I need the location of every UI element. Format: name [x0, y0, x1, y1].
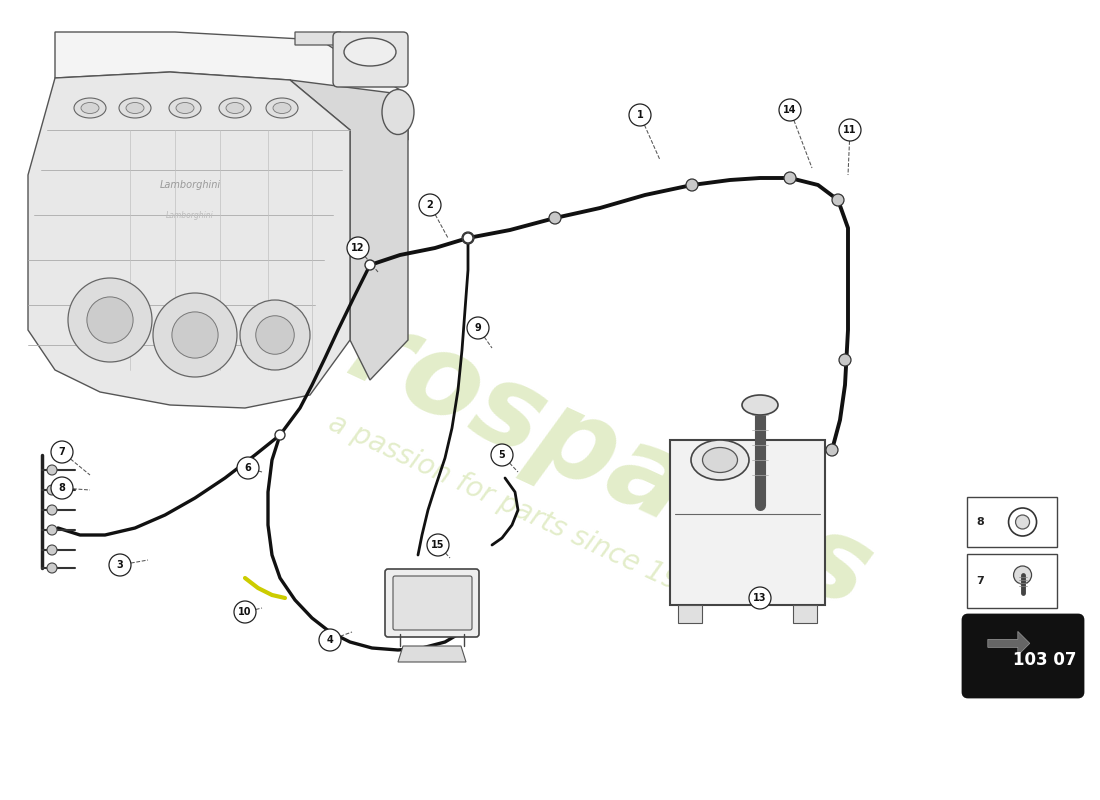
Polygon shape: [55, 32, 408, 140]
Text: 12: 12: [351, 243, 365, 253]
Ellipse shape: [81, 102, 99, 114]
Circle shape: [629, 104, 651, 126]
Circle shape: [468, 317, 490, 339]
FancyBboxPatch shape: [962, 615, 1084, 697]
Circle shape: [109, 554, 131, 576]
Ellipse shape: [74, 98, 106, 118]
Circle shape: [47, 545, 57, 555]
FancyBboxPatch shape: [967, 554, 1057, 608]
Circle shape: [47, 525, 57, 535]
Ellipse shape: [703, 447, 737, 473]
Polygon shape: [290, 80, 408, 380]
Circle shape: [779, 99, 801, 121]
Circle shape: [255, 316, 295, 354]
Circle shape: [462, 232, 474, 244]
FancyBboxPatch shape: [393, 576, 472, 630]
Polygon shape: [295, 32, 395, 75]
Circle shape: [47, 563, 57, 573]
Text: 11: 11: [844, 125, 857, 135]
Polygon shape: [398, 646, 466, 662]
Circle shape: [1015, 515, 1030, 529]
Text: Lamborghini: Lamborghini: [166, 210, 213, 219]
Circle shape: [839, 354, 851, 366]
Circle shape: [832, 194, 844, 206]
Circle shape: [749, 587, 771, 609]
Ellipse shape: [176, 102, 194, 114]
Ellipse shape: [742, 395, 778, 415]
Ellipse shape: [226, 102, 244, 114]
Text: 1: 1: [637, 110, 644, 120]
Circle shape: [47, 465, 57, 475]
Text: 15: 15: [431, 540, 444, 550]
Text: 4: 4: [327, 635, 333, 645]
Circle shape: [549, 212, 561, 224]
FancyBboxPatch shape: [967, 497, 1057, 547]
Ellipse shape: [266, 98, 298, 118]
Circle shape: [346, 237, 368, 259]
Circle shape: [839, 119, 861, 141]
Ellipse shape: [344, 38, 396, 66]
Ellipse shape: [273, 102, 292, 114]
Circle shape: [491, 444, 513, 466]
Circle shape: [427, 534, 449, 556]
Ellipse shape: [382, 90, 414, 134]
Text: 14: 14: [783, 105, 796, 115]
Circle shape: [47, 505, 57, 515]
Ellipse shape: [119, 98, 151, 118]
FancyBboxPatch shape: [385, 569, 478, 637]
FancyBboxPatch shape: [670, 440, 825, 605]
Ellipse shape: [126, 102, 144, 114]
Text: 7: 7: [58, 447, 65, 457]
Text: eurospares: eurospares: [190, 227, 890, 633]
Circle shape: [234, 601, 256, 623]
FancyBboxPatch shape: [678, 605, 702, 623]
Text: 3: 3: [117, 560, 123, 570]
Text: 10: 10: [239, 607, 252, 617]
Circle shape: [1009, 508, 1036, 536]
FancyBboxPatch shape: [793, 605, 817, 623]
Circle shape: [51, 441, 73, 463]
Ellipse shape: [691, 440, 749, 480]
Circle shape: [68, 278, 152, 362]
Circle shape: [319, 629, 341, 651]
Circle shape: [365, 260, 375, 270]
Circle shape: [784, 172, 796, 184]
Circle shape: [1013, 566, 1032, 584]
Text: 9: 9: [474, 323, 482, 333]
Circle shape: [236, 457, 258, 479]
Text: 6: 6: [244, 463, 252, 473]
Circle shape: [275, 430, 285, 440]
Text: 2: 2: [427, 200, 433, 210]
Ellipse shape: [219, 98, 251, 118]
FancyBboxPatch shape: [333, 32, 408, 87]
Circle shape: [826, 444, 838, 456]
Circle shape: [153, 293, 236, 377]
Polygon shape: [988, 631, 1030, 655]
Text: a passion for parts since 1985: a passion for parts since 1985: [323, 409, 716, 611]
Circle shape: [172, 312, 218, 358]
Circle shape: [47, 485, 57, 495]
Circle shape: [87, 297, 133, 343]
Text: Lamborghini: Lamborghini: [160, 180, 221, 190]
Circle shape: [240, 300, 310, 370]
Text: 13: 13: [754, 593, 767, 603]
Text: 5: 5: [498, 450, 505, 460]
Text: 8: 8: [58, 483, 65, 493]
Text: 8: 8: [976, 517, 983, 527]
Text: 103 07: 103 07: [1013, 650, 1077, 669]
Circle shape: [686, 179, 698, 191]
Circle shape: [419, 194, 441, 216]
Polygon shape: [28, 72, 350, 408]
Text: 7: 7: [976, 576, 983, 586]
Ellipse shape: [169, 98, 201, 118]
Circle shape: [463, 233, 473, 243]
Circle shape: [51, 477, 73, 499]
